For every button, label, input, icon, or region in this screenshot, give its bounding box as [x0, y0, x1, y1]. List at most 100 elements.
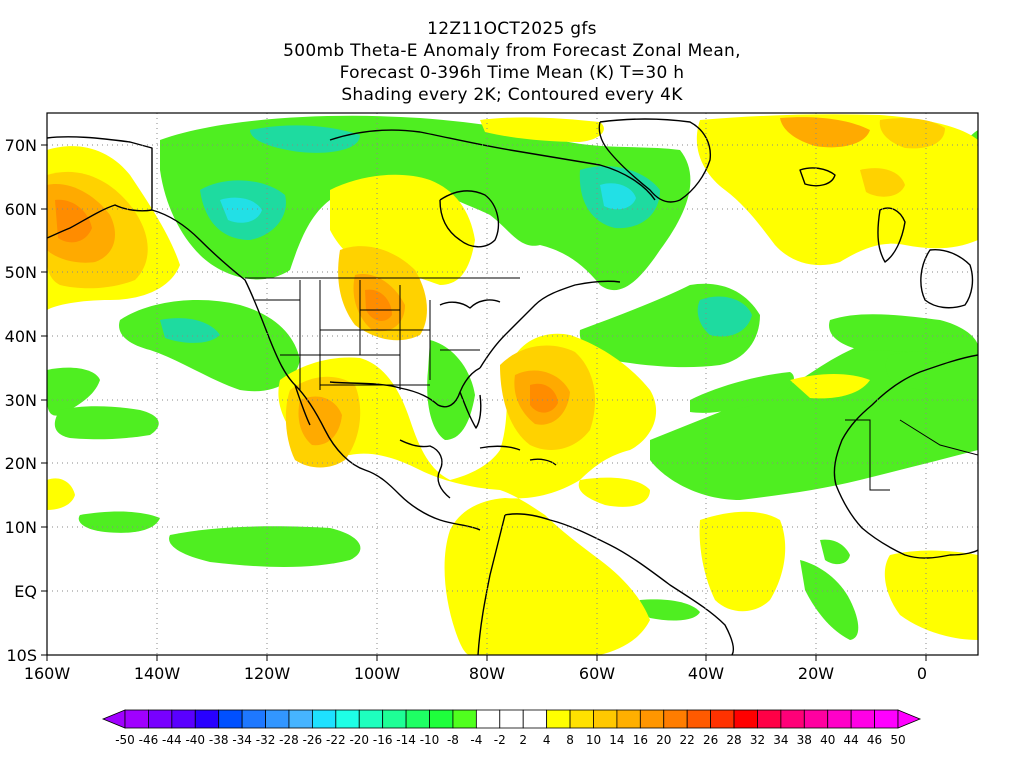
colorbar-label: -40 — [185, 733, 205, 747]
colorbar-label: 22 — [680, 733, 695, 747]
colorbar-cell — [522, 709, 548, 729]
colorbar-cell — [593, 709, 618, 729]
colorbar-label: 16 — [633, 733, 648, 747]
colorbar-label: -10 — [420, 733, 440, 747]
lon-label: 0 — [917, 664, 927, 683]
title-line-2: 500mb Theta-E Anomaly from Forecast Zona… — [283, 41, 741, 61]
map-title: 12Z11OCT2025 gfs 500mb Theta-E Anomaly f… — [0, 18, 1024, 106]
colorbar-label: 46 — [867, 733, 882, 747]
colorbar-label: 10 — [586, 733, 601, 747]
cyan-shading — [220, 183, 636, 223]
colorbar-label: 14 — [609, 733, 624, 747]
colorbar-label: -4 — [470, 733, 482, 747]
colorbar-label: -34 — [232, 733, 252, 747]
colorbar-cell — [358, 709, 384, 729]
colorbar-label: 2 — [519, 733, 527, 747]
lat-label: 50N — [5, 263, 37, 282]
colorbar-label: -26 — [303, 733, 323, 747]
coastlines — [47, 118, 978, 655]
colorbar-cell — [452, 709, 477, 729]
lon-label: 100W — [354, 664, 401, 683]
lat-label: 10N — [5, 518, 37, 537]
colorbar-cell — [218, 709, 243, 729]
colorbar-label: -2 — [494, 733, 506, 747]
graticule — [47, 113, 978, 655]
lon-label: 120W — [244, 664, 291, 683]
colorbar-cell — [686, 709, 712, 729]
colorbar-cell — [335, 709, 360, 729]
lon-label: 60W — [579, 664, 615, 683]
colorbar-cell — [827, 709, 852, 729]
colorbar-labels: -50 -46 -44 -40 -38 -34 -32 -28 -26 -22 -20 -16 -14-… — [115, 733, 905, 747]
lon-label: 40W — [688, 664, 724, 683]
title-line-1: 12Z11OCT2025 gfs — [427, 19, 597, 39]
colorbar-label: 28 — [726, 733, 741, 747]
colorbar-label: -8 — [447, 733, 459, 747]
colorbar-cell — [850, 709, 875, 729]
political-borders — [151, 148, 978, 491]
lat-label: 30N — [5, 391, 37, 410]
lat-label: 40N — [5, 327, 37, 346]
colorbar-label: 26 — [703, 733, 718, 747]
latitude-labels: 70N 60N 50N 40N 30N 20N 10N EQ 10S — [5, 136, 37, 665]
colorbar-label: -14 — [396, 733, 416, 747]
colorbar-cell — [311, 709, 337, 729]
colorbar-label: 44 — [844, 733, 859, 747]
colorbar-cell — [569, 709, 594, 729]
plot-frame — [46, 112, 979, 656]
colorbar-label: -20 — [349, 733, 369, 747]
colorbar-label: 32 — [750, 733, 765, 747]
colorbar-cell — [241, 709, 266, 729]
colorbar-label: -32 — [256, 733, 276, 747]
anomaly-shading — [47, 113, 978, 655]
lat-label: 70N — [5, 136, 37, 155]
colorbar-cell — [171, 709, 196, 729]
colorbar-cell — [733, 709, 758, 729]
colorbar-label: -44 — [162, 733, 182, 747]
colorbar-cell — [639, 709, 665, 729]
colorbar-label: 20 — [656, 733, 671, 747]
colorbar-cell — [757, 709, 782, 729]
colorbar-cell — [429, 709, 454, 729]
colorbar-label: -28 — [279, 733, 299, 747]
colorbar-cell — [265, 709, 290, 729]
title-line-3: Forecast 0-396h Time Mean (K) T=30 h — [339, 63, 685, 83]
colorbar-cell — [288, 709, 313, 729]
lat-label: EQ — [14, 582, 37, 601]
colorbar-cell — [194, 709, 220, 729]
colorbar-cell — [874, 709, 899, 729]
colorbar-cell — [499, 709, 524, 729]
colorbar-cell — [710, 709, 735, 729]
lon-label: 160W — [24, 664, 71, 683]
colorbar-label: 40 — [820, 733, 835, 747]
colorbar-label: -22 — [326, 733, 346, 747]
colorbar-label: -16 — [373, 733, 393, 747]
lat-label: 10S — [6, 646, 37, 665]
dark-orange-shading — [55, 199, 558, 413]
colorbar-label: 50 — [890, 733, 905, 747]
colorbar-label: -46 — [139, 733, 159, 747]
lon-label: 80W — [469, 664, 505, 683]
lon-label: 20W — [798, 664, 834, 683]
colorbar-cell — [616, 709, 641, 729]
colorbar-cell — [475, 709, 501, 729]
colorbar-cell — [546, 709, 571, 729]
colorbar-label: -38 — [209, 733, 229, 747]
colorbar-label: 8 — [566, 733, 574, 747]
colorbar-cell — [803, 709, 829, 729]
colorbar-cell — [780, 709, 805, 729]
longitude-labels: 160W 140W 120W 100W 80W 60W 40W 20W 0 — [24, 664, 927, 683]
lat-label: 60N — [5, 200, 37, 219]
colorbar-cells — [101, 709, 922, 729]
colorbar-arrow-left — [101, 709, 126, 729]
colorbar-label: 4 — [543, 733, 551, 747]
colorbar-cell — [405, 709, 430, 729]
colorbar-cell — [663, 709, 688, 729]
colorbar-label: -50 — [115, 733, 135, 747]
colorbar-label: 38 — [797, 733, 812, 747]
axis-ticks — [41, 144, 927, 661]
colorbar-cell — [148, 709, 173, 729]
colorbar-cell — [382, 709, 407, 729]
